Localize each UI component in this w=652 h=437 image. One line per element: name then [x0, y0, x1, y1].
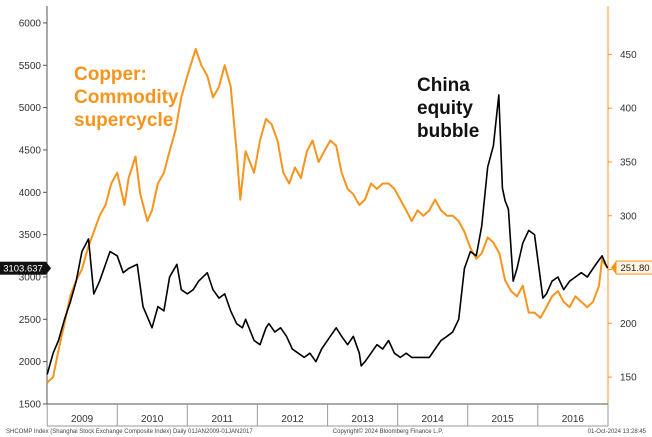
- left-axis-tick-label: 6000: [19, 18, 42, 29]
- left-axis-tick-label: 5000: [19, 103, 42, 114]
- annotation-line: bubble: [417, 121, 479, 142]
- left-axis-tick-label: 4000: [19, 188, 42, 199]
- copper-last-value-label: 251.80: [620, 263, 649, 274]
- series-layer: [46, 48, 609, 384]
- x-axis-tick-label: 2015: [492, 414, 515, 425]
- shcomp-last-value-box: [0, 261, 46, 275]
- right-axis-tick-label: 150: [620, 373, 637, 384]
- left-axis-tick-label: 5500: [19, 61, 42, 72]
- x-axis-tick-label: 2014: [421, 414, 444, 425]
- x-axis-tick-label: 2011: [211, 414, 233, 425]
- right-axis-tick-label: 400: [620, 104, 637, 115]
- x-axis-tick-label: 2012: [281, 414, 304, 425]
- x-axis-tick-label: 2009: [71, 414, 94, 425]
- shcomp-last-value-pointer: [46, 261, 51, 275]
- footer-timestamp: 01-Oct-2024 13:28:45: [588, 429, 647, 435]
- left-axis-tick-label: 2000: [19, 357, 42, 368]
- right-axis-tick-label: 300: [620, 211, 637, 222]
- footer-layer: SHCOMP Index (Shanghai Stock Exchange Co…: [6, 428, 647, 435]
- annotations-layer: Copper: Commodity supercycle China equity bub…: [74, 64, 479, 142]
- annotation-line: Copper:: [74, 64, 147, 85]
- annotation-line: supercycle: [74, 110, 173, 131]
- annotation-line: China: [417, 75, 470, 96]
- x-axis-tick-label: 2016: [562, 414, 585, 425]
- shcomp-series-line: [46, 94, 609, 375]
- annotation-line: Commodity: [74, 87, 179, 108]
- left-axis-tick-label: 2500: [19, 315, 42, 326]
- footer-copyright: Copyright© 2024 Bloomberg Finance L.P.: [333, 428, 444, 435]
- left-axis-tick-label: 3000: [19, 272, 42, 283]
- left-axis-tick-label: 4500: [19, 145, 42, 156]
- x-axis-tick-label: 2010: [141, 414, 164, 425]
- last-value-labels-layer: 3103.637 251.80: [0, 260, 652, 275]
- copper-last-value-pointer: [611, 261, 616, 275]
- china-equity-bubble-annotation: China equity bubble: [417, 75, 479, 142]
- x-axis-tick-label: 2013: [351, 414, 374, 425]
- left-axis-tick-label: 1500: [19, 400, 42, 411]
- copper-series-line: [46, 48, 609, 384]
- right-axis-tick-label: 450: [620, 50, 637, 61]
- left-axis-tick-label: 3500: [19, 230, 42, 241]
- right-axis-tick-label: 200: [620, 319, 637, 330]
- shcomp-last-value-label: 3103.637: [3, 264, 43, 275]
- right-axis-tick-label: 350: [620, 157, 637, 168]
- footer-source: SHCOMP Index (Shanghai Stock Exchange Co…: [6, 429, 253, 435]
- copper-supercycle-annotation: Copper: Commodity supercycle: [74, 64, 179, 131]
- annotation-line: equity: [417, 98, 473, 119]
- axes-layer: 1500 2000 2500 3000 3500 4000 4500 5000 5500 6000…: [19, 6, 637, 427]
